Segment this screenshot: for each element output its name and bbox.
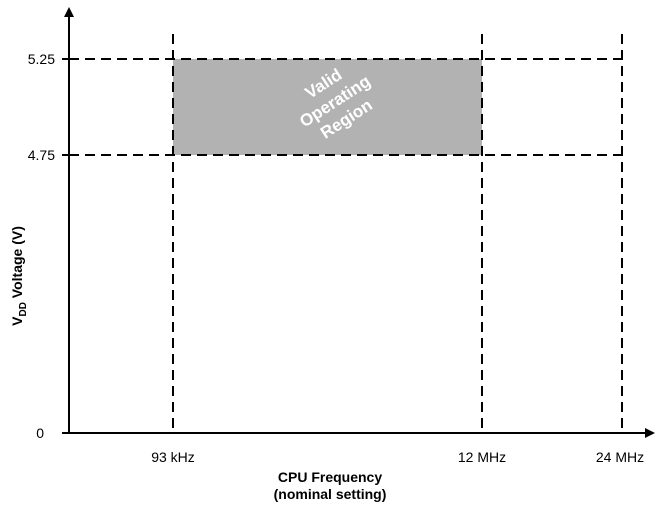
x-axis-title-line-2: (nominal setting) [274,486,387,502]
x-tick-label-12mhz: 12 MHz [458,449,506,465]
y-tick-label-0: 0 [36,425,44,441]
x-tick-label-24mhz: 24 MHz [596,449,644,465]
y-axis-title: VDD Voltage (V) [9,226,29,326]
y-tick-label-4.75: 4.75 [28,147,55,163]
y-axis-title-suffix: Voltage (V) [9,226,25,302]
valid-operating-region [173,59,482,155]
x-axis-title-line-1: CPU Frequency [278,469,382,485]
y-axis-title-prefix: V [9,316,25,326]
y-tick-label-5.25: 5.25 [28,51,55,67]
y-axis-title-subscript: DD [18,302,29,316]
x-tick-label-93khz: 93 kHz [151,449,195,465]
